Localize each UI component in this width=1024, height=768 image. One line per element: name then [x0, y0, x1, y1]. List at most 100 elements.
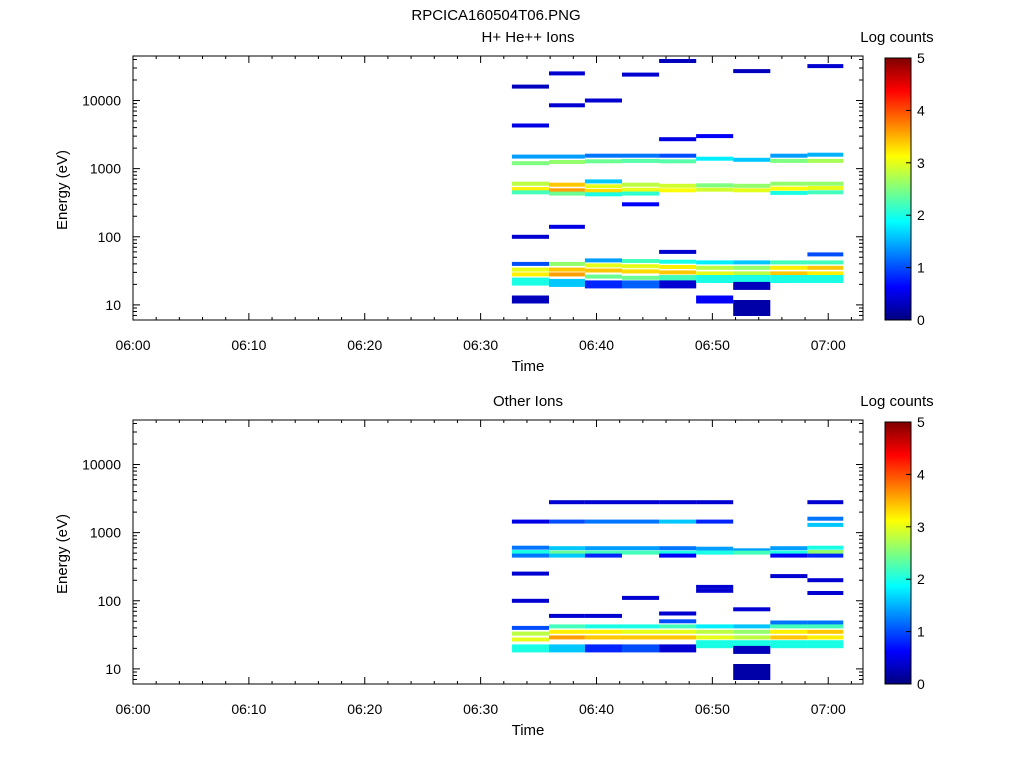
heatmap-cell: [622, 153, 660, 158]
heatmap-cell: [511, 644, 549, 653]
colorbar-tick-label: 4: [917, 102, 925, 118]
x-tick-label: 06:50: [695, 337, 730, 353]
heatmap-cell: [584, 635, 622, 640]
heatmap-cell: [511, 272, 549, 277]
heatmap-cell: [511, 161, 549, 166]
heatmap-cell: [733, 629, 771, 634]
heatmap-cell: [733, 640, 771, 649]
heatmap-cell: [659, 280, 697, 289]
heatmap-cell: [584, 550, 622, 555]
heatmap-cell: [549, 267, 585, 272]
heatmap-cell: [584, 613, 622, 618]
heatmap-cell: [696, 629, 734, 634]
heatmap-cell: [770, 574, 808, 579]
heatmap-cell: [696, 588, 734, 593]
heatmap-cell: [549, 103, 585, 108]
heatmap-cell: [511, 519, 549, 524]
heatmap-cell: [733, 624, 771, 629]
heatmap-cell: [549, 546, 585, 551]
heatmap-cell: [807, 640, 844, 649]
heatmap-cell: [549, 272, 585, 277]
colorbar-tick-label: 0: [917, 312, 925, 328]
heatmap-cell: [733, 183, 771, 188]
heatmap-cell: [622, 275, 660, 280]
heatmap-cell: [733, 300, 771, 316]
heatmap-cells: [511, 59, 844, 316]
heatmap-cell: [696, 260, 734, 265]
heatmap-cell: [807, 275, 844, 283]
heatmap-cell: [659, 553, 697, 558]
heatmap-cell: [549, 261, 585, 266]
x-tick-label: 06:30: [463, 337, 498, 353]
heatmap-cell: [696, 187, 734, 192]
x-tick-label: 06:50: [695, 701, 730, 717]
heatmap-cell: [549, 500, 585, 505]
heatmap-cell: [584, 268, 622, 273]
colorbar-label: Log counts: [860, 393, 933, 410]
y-tick-label: 100: [98, 593, 122, 609]
y-tick-label: 10: [105, 661, 121, 677]
y-axis-label: Energy (eV): [54, 150, 71, 230]
heatmap-cell: [584, 184, 622, 189]
heatmap-cell: [770, 260, 808, 265]
heatmap-cell: [511, 84, 549, 89]
heatmap-cell: [584, 546, 622, 551]
heatmap-cell: [770, 275, 808, 283]
heatmap-cell: [807, 260, 844, 265]
heatmap-cell: [622, 500, 660, 505]
heatmap-cell: [622, 264, 660, 269]
heatmap-cell: [549, 644, 585, 653]
heatmap-cell: [584, 500, 622, 505]
y-tick-label: 1000: [90, 525, 121, 541]
heatmap-cell: [622, 280, 660, 289]
heatmap-cell: [733, 664, 771, 680]
heatmap-cell: [733, 188, 771, 193]
heatmap-cell: [807, 64, 844, 69]
heatmap-cell: [770, 640, 808, 649]
x-tick-label: 06:10: [231, 337, 266, 353]
y-tick-label: 10: [105, 297, 121, 313]
heatmap-cell: [733, 645, 771, 654]
x-tick-label: 06:20: [347, 701, 382, 717]
heatmap-cell: [511, 637, 549, 642]
heatmap-cell: [511, 234, 549, 239]
heatmap-cell: [659, 635, 697, 640]
colorbar-tick-label: 4: [917, 466, 925, 482]
heatmap-cell: [659, 619, 697, 624]
heatmap-cell: [584, 192, 622, 197]
heatmap-cell: [511, 550, 549, 554]
heatmap-cell: [659, 275, 697, 283]
heatmap-cell: [622, 624, 660, 629]
heatmap-cell: [696, 156, 734, 161]
heatmap-cell: [696, 183, 734, 188]
heatmap-cell: [511, 295, 549, 304]
heatmap-cell: [733, 635, 771, 640]
heatmap-cell: [549, 624, 585, 629]
heatmap-cell: [549, 278, 585, 287]
y-axis-label: Energy (eV): [54, 514, 71, 594]
heatmap-cell: [659, 265, 697, 269]
heatmap-cell: [807, 516, 844, 521]
heatmap-cell: [549, 160, 585, 164]
heatmap-cell: [622, 191, 660, 196]
heatmap-cell: [807, 181, 844, 186]
heatmap-cell: [807, 158, 844, 163]
heatmap-cell: [511, 187, 549, 192]
heatmap-cell: [733, 550, 771, 555]
heatmap-cell: [696, 265, 734, 270]
heatmap-cell: [659, 624, 697, 629]
heatmap-cell: [770, 629, 808, 634]
heatmap-cell: [696, 519, 734, 524]
heatmap-cell: [770, 271, 808, 276]
heatmap-cell: [622, 202, 660, 207]
x-tick-label: 06:10: [231, 701, 266, 717]
heatmap-cell: [584, 179, 622, 184]
heatmap-cell: [584, 189, 622, 193]
heatmap-cell: [659, 249, 697, 254]
heatmap-cell: [511, 598, 549, 603]
heatmap-cell: [549, 224, 585, 229]
x-tick-label: 06:00: [115, 337, 150, 353]
heatmap-cell: [511, 571, 549, 576]
x-axis-label: Time: [512, 722, 545, 739]
heatmap-cell: [511, 267, 549, 272]
